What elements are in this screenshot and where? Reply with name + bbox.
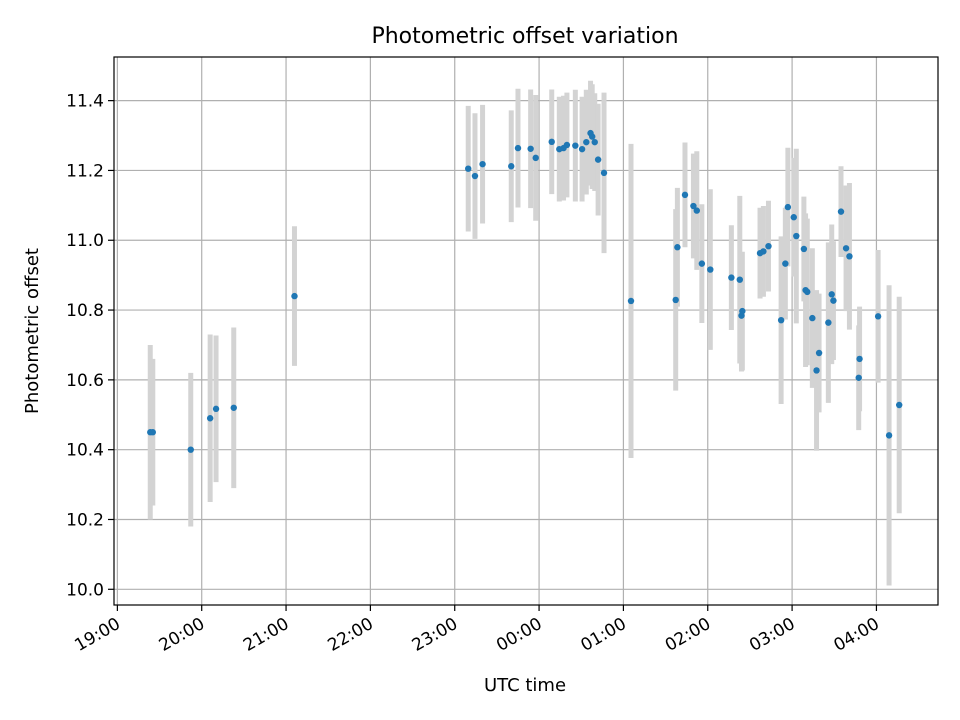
grid: [114, 57, 938, 605]
data-point: [527, 145, 534, 152]
chart-title: Photometric offset variation: [371, 24, 678, 49]
x-axis-label: UTC time: [484, 675, 566, 696]
data-point: [777, 316, 785, 324]
data-point: [508, 163, 515, 170]
data-point: [760, 248, 767, 255]
data-point: [589, 133, 596, 140]
data-point: [583, 138, 590, 146]
x-tick-label: 04:00: [830, 614, 882, 656]
data-point: [572, 142, 579, 149]
data-point: [471, 172, 479, 180]
data-point: [896, 401, 903, 409]
data-point: [728, 274, 735, 281]
y-tick-label: 11.2: [66, 161, 104, 181]
data-point: [804, 288, 811, 296]
data-point: [800, 245, 808, 253]
data-point: [578, 145, 586, 153]
data-point: [698, 260, 706, 267]
x-tick-label: 03:00: [746, 614, 798, 656]
y-tick-label: 10.6: [66, 371, 104, 391]
data-point: [548, 138, 555, 146]
data-point: [563, 141, 571, 149]
y-tick-label: 11.0: [66, 231, 104, 251]
data-point: [846, 253, 853, 260]
x-tick-label: 21:00: [240, 614, 292, 656]
data-point: [855, 374, 862, 381]
data-point: [885, 432, 893, 439]
data-point: [627, 297, 635, 305]
data-point: [149, 429, 156, 436]
x-tick-label: 19:00: [71, 614, 123, 656]
x-tick-label: 00:00: [493, 614, 545, 656]
data-point: [739, 307, 746, 315]
plot-frame: [113, 56, 939, 606]
x-tick-label: 01:00: [577, 614, 629, 656]
y-tick-label: 10.4: [66, 441, 104, 461]
y-axis-label: Photometric offset: [22, 248, 43, 414]
data-point: [291, 292, 298, 300]
data-point: [594, 156, 602, 163]
data-points: [147, 129, 903, 453]
y-tick-label: 10.0: [66, 580, 104, 600]
data-point: [212, 405, 220, 413]
y-tick-label: 10.8: [66, 301, 104, 321]
data-point: [842, 245, 850, 252]
x-axis-ticks: 19:00 20:00 21:00 22:00 23:00 00:00 01:00 02:00…: [71, 605, 883, 656]
data-point: [707, 266, 714, 273]
data-point: [809, 314, 816, 322]
data-point: [187, 446, 194, 453]
data-point: [782, 260, 789, 267]
x-tick-label: 22:00: [324, 614, 376, 656]
data-point: [465, 165, 472, 172]
data-point: [856, 355, 863, 363]
data-point: [790, 214, 797, 221]
data-point: [736, 276, 744, 283]
y-axis-ticks: 10.0 10.2 10.4 10.6 10.8 11.0 11.2 11.4: [66, 92, 114, 600]
data-point: [874, 313, 882, 320]
x-tick-label: 20:00: [156, 614, 208, 656]
data-point: [674, 244, 681, 251]
data-point: [479, 160, 486, 168]
data-point: [765, 242, 772, 250]
y-tick-label: 10.2: [66, 510, 104, 530]
data-point: [230, 404, 237, 411]
data-point: [693, 207, 700, 214]
data-point: [828, 291, 835, 298]
x-tick-label: 02:00: [662, 614, 714, 656]
data-point: [690, 202, 697, 210]
data-point: [672, 296, 679, 304]
data-point: [830, 297, 837, 304]
data-point: [813, 367, 820, 374]
data-point: [815, 349, 823, 357]
data-point: [793, 232, 800, 240]
data-point: [681, 191, 689, 199]
y-tick-label: 11.4: [66, 92, 104, 112]
data-point: [600, 169, 608, 177]
error-bars: [147, 80, 902, 586]
data-point: [784, 203, 792, 211]
data-point: [825, 319, 832, 326]
data-point: [514, 144, 522, 152]
data-point: [591, 138, 598, 146]
x-tick-label: 23:00: [409, 614, 461, 656]
data-point: [206, 415, 214, 422]
data-point: [837, 208, 845, 215]
data-point: [532, 154, 539, 162]
